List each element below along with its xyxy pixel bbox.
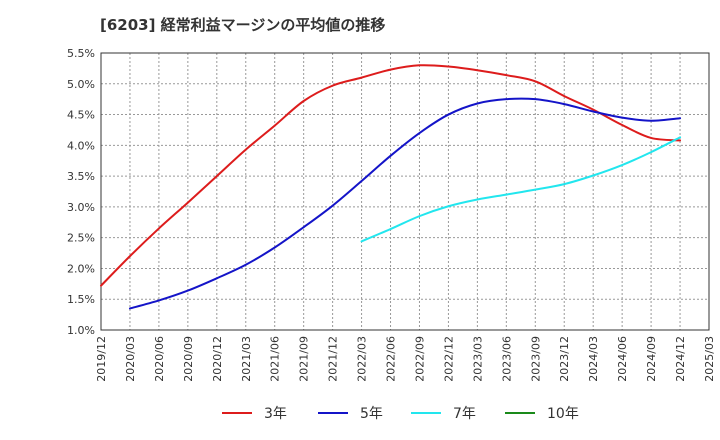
- x-tick-label: 2023/03: [471, 336, 484, 382]
- legend-label: 7年: [453, 406, 476, 422]
- x-tick-label: 2025/03: [703, 336, 716, 382]
- y-tick-label: 2.0%: [67, 262, 95, 275]
- legend-label: 10年: [547, 406, 579, 422]
- y-axis: 1.0% 1.5% 2.0% 2.5% 3.0% 3.5% 4.0% 4.5% 5.0% 5.5%: [67, 47, 95, 337]
- x-tick-label: 2023/09: [529, 336, 542, 382]
- x-tick-label: 2024/12: [674, 336, 687, 382]
- y-tick-label: 4.5%: [67, 109, 95, 122]
- y-tick-label: 1.0%: [67, 324, 95, 337]
- x-tick-label: 2020/06: [153, 336, 166, 382]
- y-tick-label: 3.0%: [67, 201, 95, 214]
- y-tick-label: 2.5%: [67, 232, 95, 245]
- legend: 3年 5年 7年 10年: [222, 406, 579, 422]
- x-tick-label: 2020/09: [182, 336, 195, 382]
- x-tick-label: 2020/03: [124, 336, 137, 382]
- legend-label: 5年: [360, 406, 383, 422]
- x-tick-label: 2021/09: [298, 336, 311, 382]
- x-tick-label: 2022/12: [442, 336, 455, 382]
- x-tick-label: 2024/03: [587, 336, 600, 382]
- plot-area-frame: [100, 52, 710, 331]
- y-tick-label: 5.0%: [67, 78, 95, 91]
- series-lines: [100, 64, 682, 310]
- chart-title: [6203] 経常利益マージンの平均値の推移: [100, 16, 386, 34]
- x-tick-label: 2021/06: [269, 336, 282, 382]
- x-axis: 2019/12 2020/03 2020/06 2020/09 2020/12 2021/…: [95, 336, 716, 382]
- x-tick-label: 2020/12: [211, 336, 224, 382]
- x-tick-label: 2021/12: [327, 336, 340, 382]
- x-tick-label: 2024/06: [616, 336, 629, 382]
- x-tick-label: 2023/12: [558, 336, 571, 382]
- y-tick-label: 4.0%: [67, 139, 95, 152]
- series-line-2: [128, 97, 682, 310]
- series-line-3: [360, 136, 682, 243]
- x-tick-label: 2023/06: [500, 336, 513, 382]
- y-tick-label: 1.5%: [67, 293, 95, 306]
- x-tick-label: 2024/09: [645, 336, 658, 382]
- y-tick-label: 5.5%: [67, 47, 95, 60]
- y-tick-label: 3.5%: [67, 170, 95, 183]
- series-line-1: [100, 64, 682, 287]
- grid-lines: [101, 53, 709, 330]
- x-tick-label: 2022/06: [385, 336, 398, 382]
- x-tick-label: 2021/03: [240, 336, 253, 382]
- x-tick-label: 2022/03: [356, 336, 369, 382]
- x-tick-label: 2019/12: [95, 336, 108, 382]
- x-tick-label: 2022/09: [413, 336, 426, 382]
- legend-label: 3年: [264, 406, 287, 422]
